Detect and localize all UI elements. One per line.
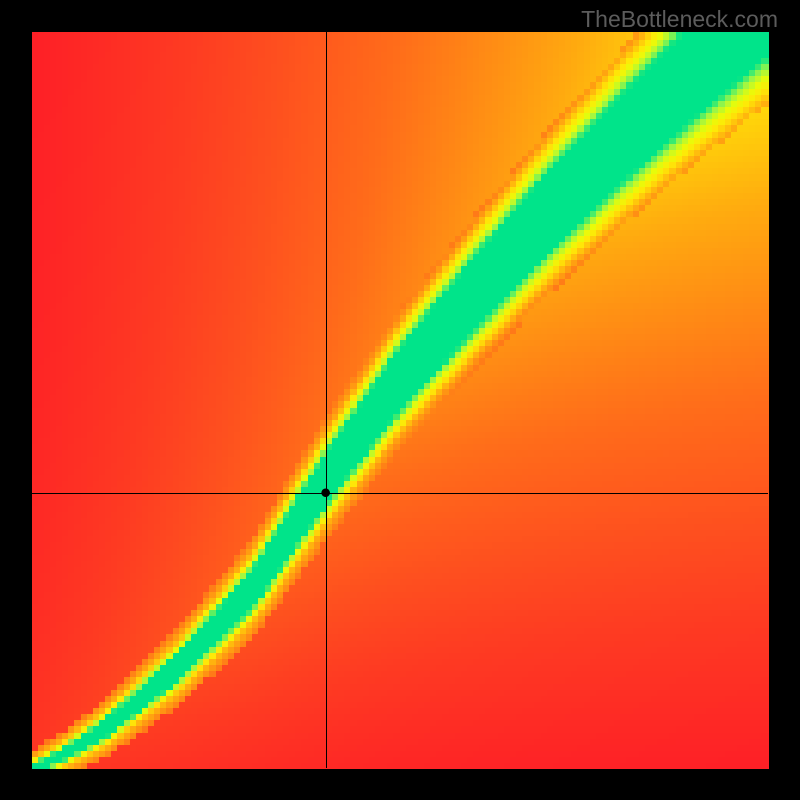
bottleneck-heatmap [0, 0, 800, 800]
watermark-text: TheBottleneck.com [581, 6, 778, 33]
chart-container: TheBottleneck.com [0, 0, 800, 800]
